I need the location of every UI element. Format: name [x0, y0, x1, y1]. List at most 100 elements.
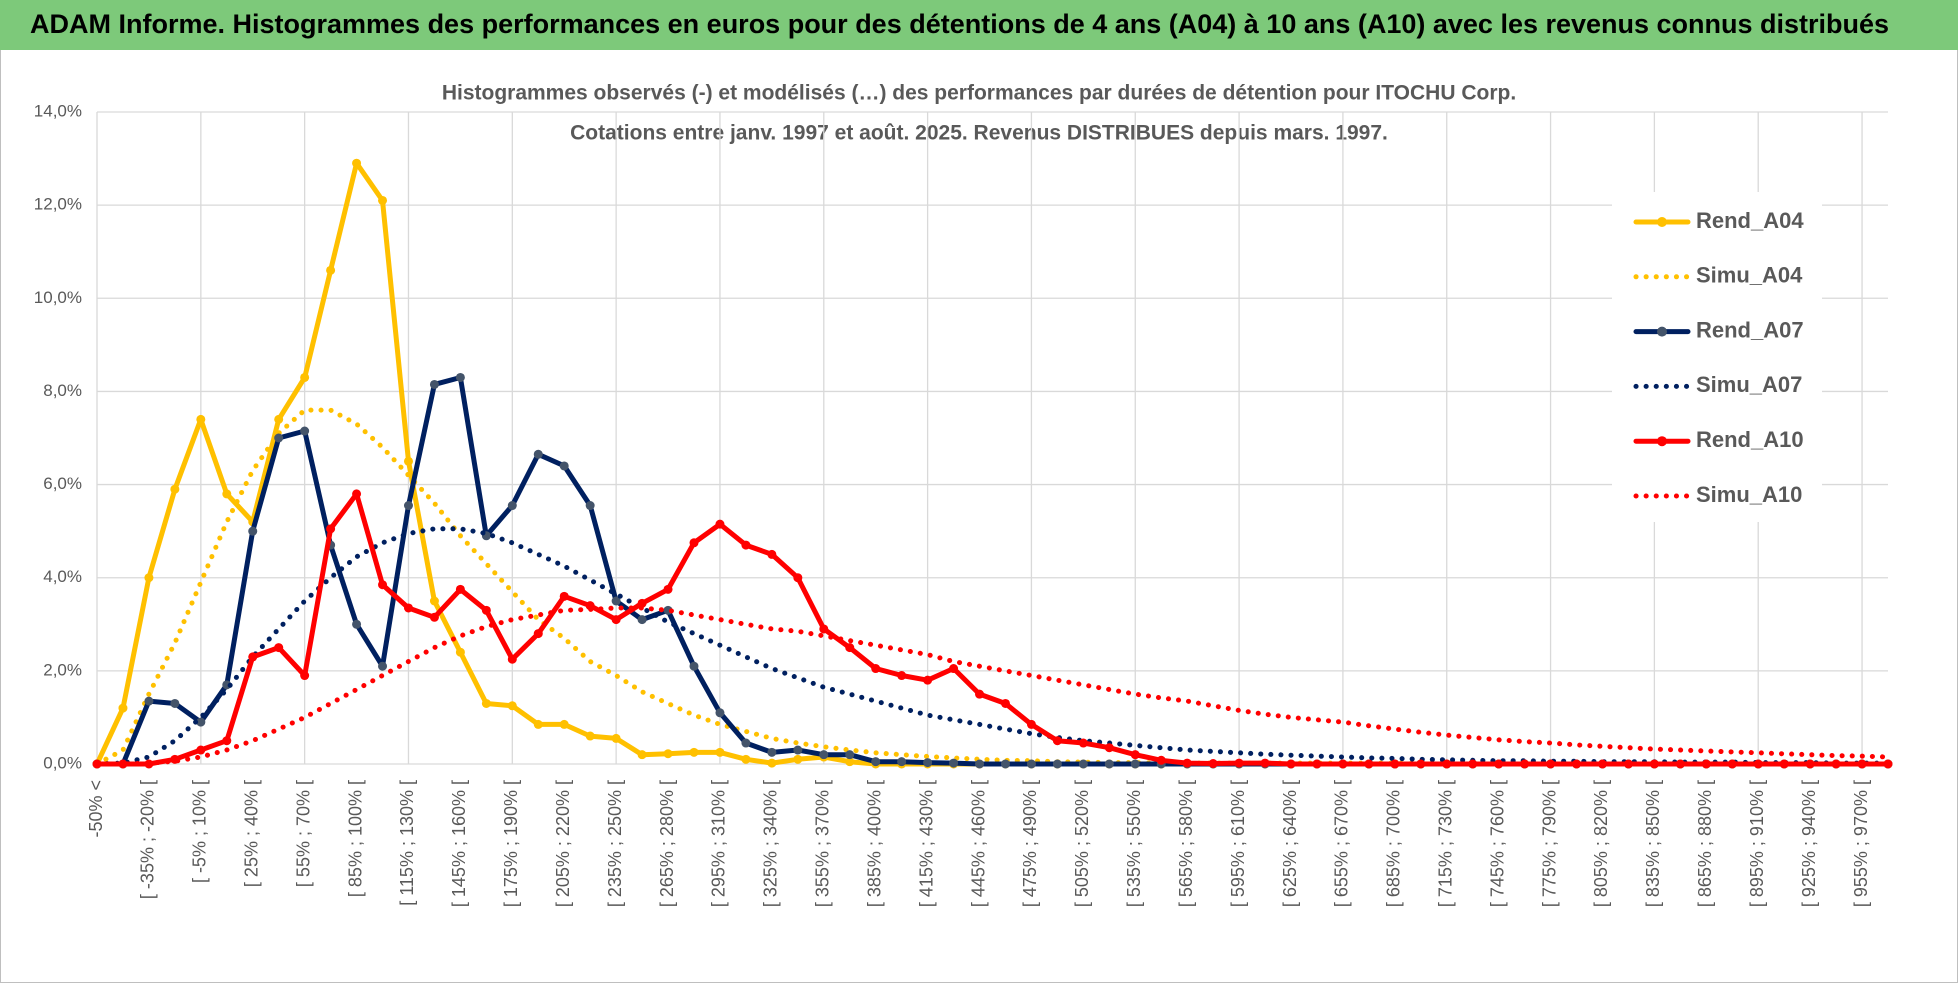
data-point: [429, 596, 439, 606]
data-point: [845, 750, 855, 760]
x-tick-label: [ 625% ; 640% [: [1280, 780, 1300, 907]
data-point: [1312, 759, 1322, 769]
data-point: [845, 757, 855, 767]
data-point: [585, 731, 595, 741]
data-point: [507, 701, 517, 711]
data-point: [611, 615, 621, 625]
data-point: [1857, 759, 1867, 769]
data-point: [1078, 738, 1088, 748]
data-point: [1052, 736, 1062, 746]
data-point: [845, 643, 855, 653]
data-point: [170, 698, 180, 708]
x-tick-label: [ 955% ; 970% [: [1851, 780, 1871, 907]
data-point: [611, 733, 621, 743]
data-point: [1000, 698, 1010, 708]
data-point: [378, 661, 388, 671]
data-point: [793, 573, 803, 583]
data-point: [352, 619, 362, 629]
data-point: [481, 605, 491, 615]
data-point: [1416, 759, 1426, 769]
data-point: [715, 708, 725, 718]
legend-label: Simu_A07: [1696, 372, 1802, 397]
x-tick-label: [ 445% ; 460% [: [968, 780, 988, 907]
legend-label: Simu_A04: [1696, 263, 1803, 288]
data-point: [1494, 759, 1504, 769]
data-point: [1286, 759, 1296, 769]
data-point: [1753, 759, 1763, 769]
x-tick-label: [ 925% ; 940% [: [1799, 780, 1819, 907]
data-point: [455, 584, 465, 594]
data-point: [507, 501, 517, 511]
data-point: [378, 195, 388, 205]
data-point: [455, 647, 465, 657]
data-point: [144, 573, 154, 583]
x-tick-label: [ -35% ; -20% [: [138, 780, 158, 899]
legend-marker: [1657, 326, 1667, 337]
data-point: [1727, 759, 1737, 769]
data-point: [222, 489, 232, 499]
data-point: [403, 456, 413, 466]
legend: Rend_A04 Simu_A04 Rend_A07 Simu_A07 Rend_A10…: [1612, 192, 1822, 522]
data-point: [663, 584, 673, 594]
data-point: [975, 689, 985, 699]
data-point: [1623, 759, 1633, 769]
data-point: [1701, 759, 1711, 769]
x-tick-label: [ 115% ; 130% [: [397, 780, 417, 906]
data-point: [1130, 750, 1140, 760]
header-title: ADAM Informe. Histogrammes des performan…: [30, 9, 1889, 39]
data-point: [637, 598, 647, 608]
data-point: [897, 757, 907, 767]
data-point: [507, 654, 517, 664]
data-point: [1260, 758, 1270, 768]
plot: [92, 158, 1893, 769]
series-line: [94, 407, 1891, 767]
data-point: [1572, 759, 1582, 769]
x-tick-label: [ 385% ; 400% [: [864, 780, 884, 907]
data-point: [871, 664, 881, 674]
data-point: [1078, 759, 1088, 769]
legend-label: Rend_A07: [1696, 317, 1804, 342]
data-point: [352, 489, 362, 499]
data-point: [689, 661, 699, 671]
data-point: [248, 652, 258, 662]
y-tick-label: 14,0%: [34, 101, 82, 120]
y-tick-label: 8,0%: [43, 381, 82, 400]
data-point: [403, 603, 413, 613]
x-tick-label: [ 325% ; 340% [: [761, 780, 781, 907]
data-point: [559, 591, 569, 601]
data-point: [300, 671, 310, 681]
x-tick-label: [ 715% ; 730% [: [1435, 780, 1455, 907]
data-point: [1520, 759, 1530, 769]
data-point: [429, 612, 439, 622]
y-tick-label: 0,0%: [43, 753, 82, 772]
series-line: [94, 526, 1891, 767]
data-point: [1052, 759, 1062, 769]
x-tick-label: [ 265% ; 280% [: [657, 780, 677, 907]
data-point: [767, 747, 777, 757]
grid: 0,0% 2,0% 4,0% 6,0% 8,0% 10,0% 12,0% 14,0% -50% …: [34, 101, 1888, 907]
data-point: [871, 757, 881, 767]
x-tick-label: [ 175% ; 190% [: [501, 780, 521, 907]
data-point: [1831, 759, 1841, 769]
data-point: [326, 265, 336, 275]
data-point: [378, 580, 388, 590]
data-point: [715, 747, 725, 757]
y-tick-label: 2,0%: [43, 660, 82, 679]
y-tick-label: 6,0%: [43, 474, 82, 493]
header-bar: [0, 0, 1958, 50]
x-tick-label: [ 535% ; 550% [: [1124, 780, 1144, 907]
data-point: [170, 484, 180, 494]
data-point: [1026, 759, 1036, 769]
data-point: [689, 538, 699, 548]
data-point: [741, 738, 751, 748]
data-point: [1026, 719, 1036, 729]
data-point: [533, 449, 543, 459]
data-point: [741, 540, 751, 550]
legend-label: Rend_A04: [1696, 208, 1804, 233]
data-point: [819, 750, 829, 760]
data-point: [559, 719, 569, 729]
data-point: [793, 754, 803, 764]
chart-subtitle: Cotations entre janv. 1997 et août. 2025…: [570, 122, 1388, 145]
x-tick-label: [ 295% ; 310% [: [709, 780, 729, 907]
x-tick-label: [ 775% ; 790% [: [1539, 780, 1559, 907]
